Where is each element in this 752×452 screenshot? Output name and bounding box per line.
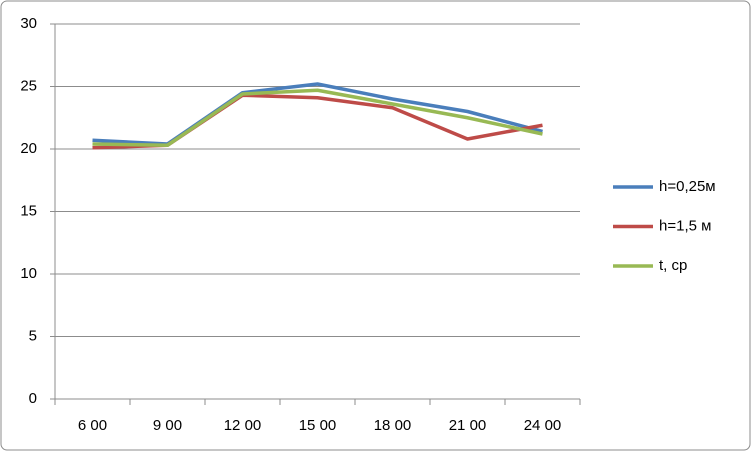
y-tick-label: 15 [20, 202, 37, 219]
legend-label: h=0,25м [659, 178, 716, 195]
y-tick-label: 0 [29, 390, 37, 407]
y-tick-label: 20 [20, 140, 37, 157]
x-tick-label: 18 00 [374, 417, 412, 434]
legend-label: t, ср [659, 257, 687, 274]
x-tick-label: 21 00 [449, 417, 487, 434]
y-tick-label: 5 [29, 327, 37, 344]
x-tick-label: 24 00 [524, 417, 562, 434]
y-tick-label: 10 [20, 265, 37, 282]
x-tick-label: 15 00 [299, 417, 337, 434]
x-tick-label: 12 00 [224, 417, 262, 434]
y-tick-label: 30 [20, 15, 37, 32]
x-tick-label: 6 00 [78, 417, 107, 434]
x-tick-label: 9 00 [153, 417, 182, 434]
legend-label: h=1,5 м [659, 217, 711, 234]
series-line [92, 88, 543, 147]
y-tick-label: 25 [20, 77, 37, 94]
